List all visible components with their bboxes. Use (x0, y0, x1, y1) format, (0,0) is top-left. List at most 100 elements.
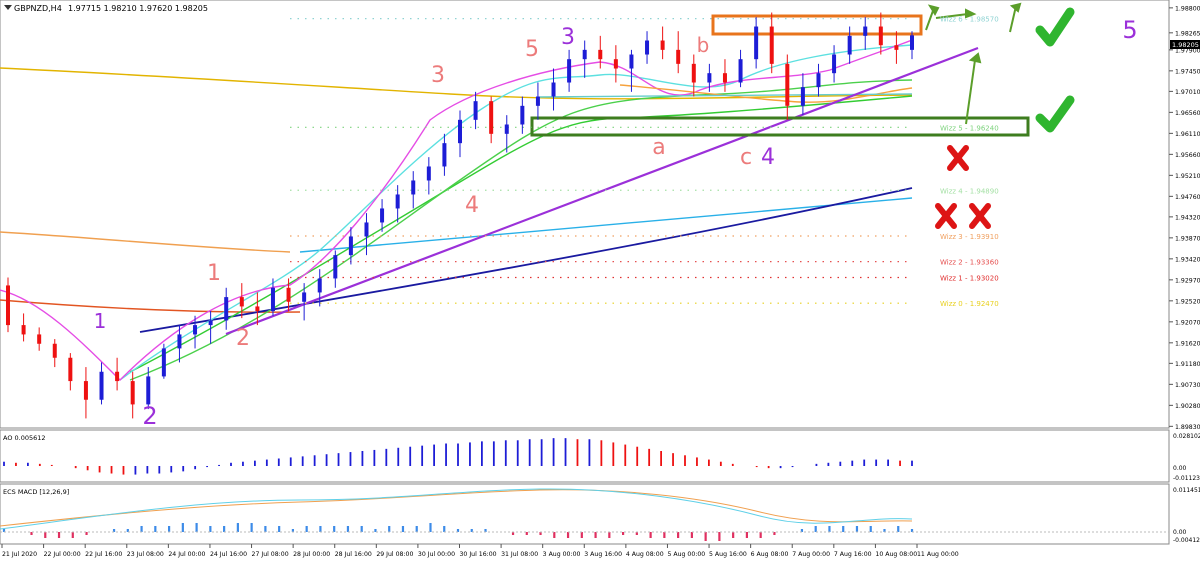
x-tick-label: 22 Jul 16:00 (85, 551, 122, 558)
candle-body (411, 180, 416, 195)
y-tick-label: 1.95660 (1175, 152, 1200, 159)
candle-body (785, 63, 790, 106)
candle-body (52, 343, 57, 358)
candle-body (722, 73, 727, 83)
x-tick-label: 24 Jul 00:00 (168, 551, 205, 558)
wizz-label: Wizz 0 - 1.92470 (940, 300, 999, 308)
ao-panel[interactable] (0, 429, 1170, 483)
y-tick-label: 1.91620 (1175, 340, 1200, 347)
candle-body (676, 49, 681, 64)
cross-icon (935, 203, 957, 229)
x-tick-label: 7 Aug 00:00 (792, 551, 830, 558)
candle-body (21, 325, 26, 335)
wave-label: 1 (94, 309, 107, 333)
trendline-purple[interactable] (225, 46, 979, 336)
y-tick-label: 1.98800 (1175, 5, 1200, 12)
candle-body (738, 59, 743, 83)
moving-averages (0, 39, 913, 381)
wave-label: 1 (207, 261, 221, 286)
macd-histogram (2, 523, 914, 541)
candle-body (333, 255, 338, 279)
x-tick-label: 22 Jul 00:00 (44, 551, 81, 558)
candle-body (99, 371, 104, 400)
candle-body (504, 124, 509, 134)
wave-label: a (652, 135, 665, 160)
candle-body (816, 73, 821, 88)
candle-body (769, 26, 774, 64)
x-tick-label: 28 Jul 16:00 (335, 551, 372, 558)
cross-icon (947, 145, 969, 171)
macd-title: ECS MACD [12,26,9] (3, 488, 69, 496)
wizz-label: Wizz 4 - 1.94890 (940, 187, 999, 195)
support-box[interactable] (530, 116, 1030, 137)
y-tick-label: 1.90730 (1175, 382, 1200, 389)
candle-body (613, 59, 618, 69)
candle-body (473, 101, 478, 120)
x-tick-label: 7 Aug 16:00 (834, 551, 872, 558)
ao-histogram (3, 438, 913, 475)
y-tick-label: 1.92070 (1175, 319, 1200, 326)
candle-body (832, 54, 837, 74)
wave-label: c (740, 145, 752, 170)
dropdown-icon[interactable] (4, 5, 12, 10)
wave-labels: 1 2 3 4 5 1 2 3 4 5 a b c (94, 16, 1138, 430)
x-tick-label: 30 Jul 16:00 (460, 551, 497, 558)
wave-label: 5 (1122, 16, 1137, 44)
y-tick-label: 1.97450 (1175, 68, 1200, 75)
resistance-box[interactable] (711, 14, 923, 36)
y-tick-label: 1.96560 (1175, 110, 1200, 117)
y-tick-label: 1.95210 (1175, 173, 1200, 180)
symbol-label: GBPNZD,H4 (14, 4, 62, 13)
y-tick-label: 1.89830 (1175, 424, 1200, 431)
candle-body (489, 101, 494, 134)
candle-body (6, 285, 10, 326)
macd-lines (0, 488, 913, 530)
x-tick-label: 11 Aug 00:00 (917, 551, 959, 558)
candle-body (910, 35, 914, 50)
y-tick-label: 1.94760 (1175, 194, 1200, 201)
cross-icon (969, 203, 991, 229)
ma-orange-long (0, 231, 291, 253)
x-tick-label: 6 Aug 08:00 (751, 551, 789, 558)
x-tick-label: 10 Aug 08:00 (875, 551, 917, 558)
check-icon (1035, 95, 1075, 133)
y-tick-label: 1.91180 (1175, 361, 1200, 368)
candle-body (800, 87, 805, 106)
candle-body (520, 105, 525, 125)
wizz-label: Wizz 1 - 1.93020 (940, 275, 999, 283)
y-tick-label: 1.97900 (1175, 47, 1200, 54)
ao-tick-label: 0.028102 (1173, 433, 1200, 440)
x-tick-label: 27 Jul 08:00 (252, 551, 289, 558)
y-tick-label: 1.97010 (1175, 89, 1200, 96)
x-tick-label: 29 Jul 08:00 (376, 551, 413, 558)
main-panel[interactable] (0, 0, 1170, 429)
candle-body (629, 54, 634, 69)
candle-body (567, 59, 572, 83)
candle-body (302, 292, 307, 302)
candle-body (146, 376, 151, 405)
x-tick-label: 21 Jul 2020 (2, 551, 37, 558)
x-tick-label: 28 Jul 00:00 (293, 551, 330, 558)
candlesticks[interactable] (6, 12, 914, 419)
wave-label: 3 (431, 63, 445, 88)
ma-teal (299, 197, 913, 253)
candle-body (894, 45, 899, 50)
candle-body (582, 49, 587, 60)
x-tick-label: 23 Jul 08:00 (127, 551, 164, 558)
x-tick-label: 31 Jul 08:00 (501, 551, 538, 558)
candle-body (286, 287, 291, 302)
ma-green (129, 95, 913, 373)
candle-body (535, 96, 540, 106)
wave-label: 3 (561, 25, 575, 50)
x-tick-label: 5 Aug 16:00 (709, 551, 747, 558)
candle-body (364, 222, 369, 237)
x-tick-label: 30 Jul 00:00 (418, 551, 455, 558)
wave-label: 5 (525, 37, 539, 62)
candle-body (193, 325, 198, 335)
candle-body (691, 63, 696, 83)
candle-body (317, 278, 322, 293)
wave-label: 2 (142, 402, 157, 430)
current-price-label: 1.98205 (1172, 41, 1199, 49)
wizz-label: Wizz 3 - 1.93910 (940, 233, 999, 241)
